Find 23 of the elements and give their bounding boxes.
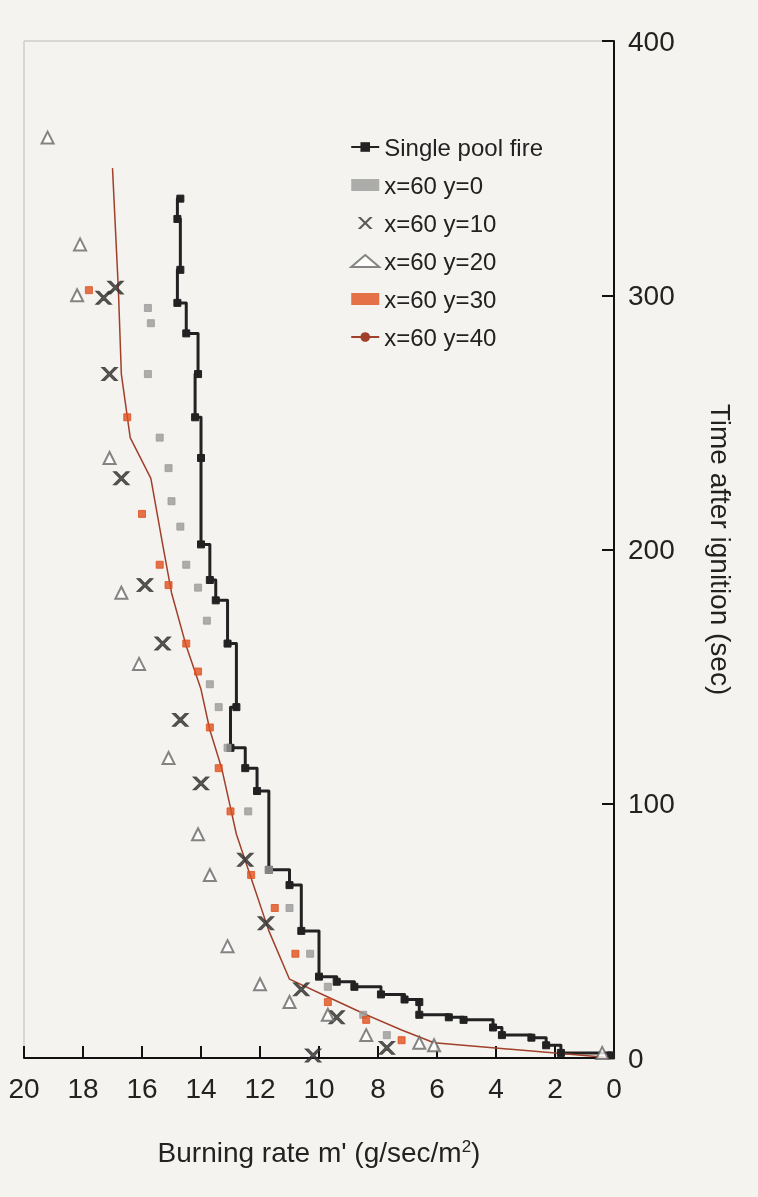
y-tick-label: 100 (628, 788, 675, 820)
legend-label: x=60 y=40 (384, 323, 497, 351)
legend-label: Single pool fire (384, 133, 543, 161)
x-tick-label: 6 (429, 1072, 445, 1104)
x-tick-label: 0 (606, 1072, 622, 1104)
x-tick-label: 18 (67, 1072, 99, 1104)
x-tick-label: 4 (488, 1072, 504, 1104)
y-axis-title: Time after ignition (sec) (704, 403, 736, 696)
legend-label: x=60 y=10 (384, 209, 497, 237)
y-tick-label: 300 (628, 279, 675, 311)
y-tick-label: 0 (628, 1042, 644, 1074)
x-tick-label: 16 (126, 1072, 158, 1104)
legend-label: x=60 y=30 (384, 285, 497, 313)
y-tick-label: 200 (628, 534, 675, 565)
legend-label: x=60 y=20 (384, 247, 497, 275)
x-tick-label: 8 (370, 1072, 386, 1104)
x-tick-label: 14 (185, 1072, 217, 1104)
legend-label: x=60 y=0 (384, 171, 483, 199)
x-tick-label: 2 (547, 1072, 563, 1104)
y-tick-label: 400 (628, 25, 675, 57)
x-tick-label: 20 (8, 1072, 40, 1104)
x-tick-label: 12 (244, 1072, 276, 1104)
x-tick-label: 10 (303, 1072, 335, 1104)
